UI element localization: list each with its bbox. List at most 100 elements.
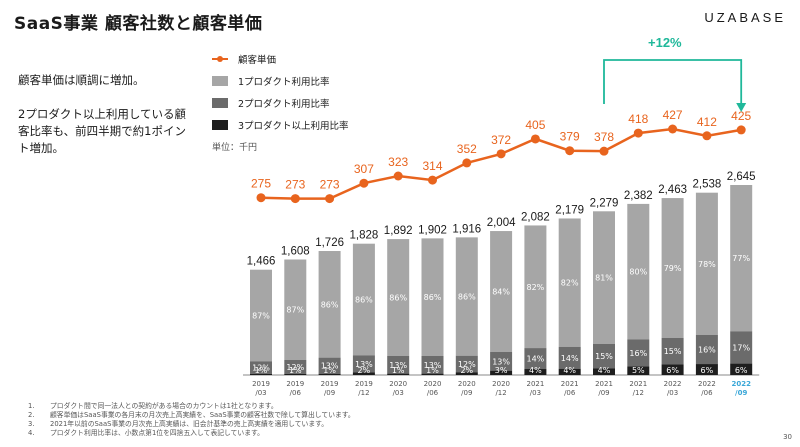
pct-label-one-product: 86%: [424, 293, 442, 302]
summary-line-2: 2プロダクト以上利用している顧客比率も、前四半期で約1ポイント増加。: [18, 107, 186, 155]
pct-label-one-product: 87%: [252, 312, 270, 321]
bar-three-product: [318, 373, 341, 375]
legend-item-one-product: 1プロダクト利用比率: [212, 74, 402, 88]
x-tick-year: 2019: [355, 380, 373, 388]
bar-one-product: [593, 211, 615, 344]
bar-two-product: [352, 355, 375, 373]
unit-price-point: [599, 146, 609, 156]
pct-label-one-product: 86%: [389, 294, 407, 303]
bar-one-product: [627, 203, 650, 340]
pct-label-one-product: 82%: [561, 279, 579, 288]
pct-label-three-product: 1%: [289, 366, 302, 375]
pct-label-one-product: 82%: [527, 283, 545, 292]
pct-label-two-product: 16%: [698, 345, 716, 354]
brand-logo: UZABASE: [704, 10, 786, 25]
growth-label: +12%: [648, 35, 682, 50]
unit-price-point: [530, 134, 540, 144]
x-tick-year: 2019: [321, 380, 339, 388]
unit-price-label: 405: [525, 118, 545, 132]
pct-label-one-product: 80%: [629, 268, 647, 277]
pct-label-three-product: 6%: [666, 366, 679, 375]
x-tick-period: /12: [633, 389, 644, 397]
pct-label-three-product: 3%: [495, 366, 508, 375]
growth-bracket: [603, 59, 743, 106]
legend-item-two-product: 2プロダクト利用比率: [212, 96, 402, 110]
x-tick-period: /12: [495, 389, 506, 397]
pct-label-one-product: 78%: [698, 260, 716, 269]
bar-one-product: [421, 238, 444, 356]
x-tick-year: 2019: [252, 380, 270, 388]
pct-label-one-product: 87%: [286, 306, 304, 315]
pct-label-three-product: 2%: [460, 366, 473, 375]
unit-price-point: [325, 194, 335, 204]
pct-label-one-product: 77%: [732, 254, 750, 263]
x-tick-year: 2021: [629, 380, 647, 388]
x-tick-year: 2020: [424, 380, 442, 388]
pct-label-one-product: 79%: [664, 264, 682, 273]
footnotes: 1. プロダクト間で同一法人との契約がある場合のカウントは1社となります。 2. 顧…: [28, 402, 355, 437]
customer-count-label: 2,279: [590, 197, 619, 209]
bar-one-product: [284, 259, 307, 360]
pct-label-two-product: 14%: [527, 355, 545, 364]
unit-price-label: 275: [251, 177, 271, 191]
bar-one-product: [730, 185, 753, 332]
x-tick-period: /09: [461, 389, 472, 397]
pct-label-three-product: 1%: [426, 366, 439, 375]
unit-price-label: 425: [731, 109, 751, 123]
unit-price-point: [496, 149, 506, 159]
customer-count-label: 2,645: [727, 171, 756, 183]
unit-price-label: 378: [594, 130, 614, 144]
page-title: SaaS事業 顧客社数と顧客単価: [14, 14, 263, 34]
growth-arrow-head: [736, 103, 747, 112]
pct-label-two-product: 12%: [458, 360, 476, 369]
customer-count-label: 2,538: [693, 179, 722, 191]
pct-label-one-product: 84%: [492, 288, 510, 297]
unit-price-point: [359, 178, 369, 188]
pct-label-three-product: 6%: [701, 366, 714, 375]
x-tick-period: /03: [667, 389, 678, 397]
pct-label-three-product: 4%: [529, 366, 542, 375]
bar-three-product: [455, 372, 478, 375]
legend-swatch-two-product: [212, 98, 228, 108]
customer-count-label: 1,902: [418, 224, 447, 236]
x-tick-period: /06: [427, 389, 439, 397]
x-tick-period: /03: [255, 389, 266, 397]
unit-price-point: [290, 194, 300, 204]
bar-three-product: [387, 373, 410, 375]
pct-label-two-product: 13%: [389, 361, 407, 370]
pct-label-two-product: 12%: [252, 364, 270, 373]
bar-three-product: [627, 366, 650, 375]
summary-text: 顧客単価は順調に増加。 2プロダクト以上利用している顧客比率も、前四半期で約1ポ…: [18, 72, 188, 182]
pct-label-two-product: 15%: [664, 347, 682, 356]
x-tick-period: /06: [564, 389, 576, 397]
unit-price-label: 314: [422, 159, 442, 173]
bar-three-product: [352, 372, 375, 375]
pct-label-three-product: 4%: [598, 366, 611, 375]
customer-count-label: 2,004: [487, 217, 516, 229]
pct-label-two-product: 17%: [732, 343, 750, 352]
pct-label-two-product: 13%: [355, 360, 373, 369]
x-tick-year: 2022: [731, 380, 751, 388]
pct-label-three-product: 5%: [632, 366, 645, 375]
unit-price-point: [256, 193, 266, 203]
pct-label-one-product: 86%: [458, 293, 476, 302]
unit-price-label: 418: [628, 112, 648, 126]
legend-label-two-product: 2プロダクト利用比率: [238, 99, 330, 110]
pct-label-two-product: 13%: [424, 361, 442, 370]
unit-price-label: 307: [354, 162, 374, 176]
pct-label-three-product: 1%: [323, 366, 336, 375]
pct-label-two-product: 13%: [492, 357, 510, 366]
bar-three-product: [558, 368, 581, 375]
customer-chart: 87%12%1%1,4662019/0387%12%1%1,6082019/06…: [243, 59, 760, 397]
bar-one-product: [318, 251, 341, 358]
customer-count-label: 2,082: [521, 211, 550, 223]
customer-count-label: 1,726: [315, 237, 344, 249]
bar-two-product: [558, 346, 581, 369]
x-tick-year: 2020: [458, 380, 476, 388]
legend-item-line: 顧客単価: [212, 52, 402, 66]
bar-one-product: [352, 243, 375, 356]
legend-swatch-one-product: [212, 76, 228, 86]
chart-legend: 顧客単価 1プロダクト利用比率 2プロダクト利用比率 3プロダクト以上利用比率: [212, 52, 402, 162]
unit-price-label: 412: [697, 115, 717, 129]
bar-three-product: [284, 373, 307, 375]
